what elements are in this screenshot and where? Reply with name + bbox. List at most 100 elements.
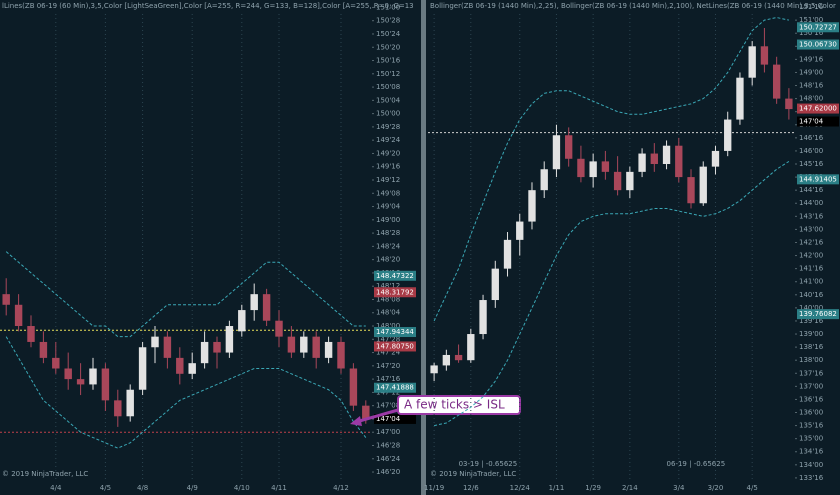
y-tick-label: 141'00 <box>799 278 823 286</box>
candle-body <box>188 363 196 374</box>
x-tick-label: 3/20 <box>708 484 724 492</box>
candle-body <box>516 221 524 240</box>
candle-body <box>126 389 134 417</box>
y-tick-label: 146'28 <box>376 441 400 449</box>
y-tick-label: 139'16 <box>799 317 824 325</box>
price-tag-label: 150.06730 <box>799 41 837 49</box>
y-tick-label: 136'00 <box>799 409 823 417</box>
price-tag <box>797 309 839 320</box>
x-tick-label: 11/19 <box>424 484 444 492</box>
y-tick-label: 138'16 <box>799 343 824 351</box>
y-tick-label: 151'16 <box>799 3 824 11</box>
candle-body <box>176 357 184 374</box>
candle-body <box>262 294 271 321</box>
bollinger-band <box>5 251 366 338</box>
candle-body <box>785 98 793 110</box>
x-tick-label: 2/14 <box>622 484 638 492</box>
candle-body <box>362 405 370 420</box>
y-tick-label: 149'24 <box>376 136 401 144</box>
candle-body <box>287 336 296 353</box>
candle-body <box>760 46 769 65</box>
y-tick-label: 150'20 <box>376 43 400 51</box>
y-tick-label: 146'00 <box>799 147 823 155</box>
candle-body <box>565 135 573 159</box>
candle-body <box>613 171 622 191</box>
y-tick-label: 149'12 <box>376 176 400 184</box>
price-tag <box>374 287 416 298</box>
y-tick-label: 136'16 <box>799 395 824 403</box>
price-tag-label: 139.76082 <box>799 310 837 318</box>
copyright: © 2019 NinjaTrader, LLC <box>2 470 88 478</box>
candle-body <box>491 268 499 301</box>
candle-body <box>736 77 744 120</box>
candle-body <box>601 161 610 172</box>
price-tag-label: 144.91405 <box>799 175 837 183</box>
candle-body <box>577 158 585 178</box>
price-tag <box>374 341 416 352</box>
candle-body <box>138 347 147 390</box>
x-tick-label: 12/6 <box>463 484 479 492</box>
price-tag <box>374 270 416 281</box>
annotation: A few ticks > ISL <box>404 398 505 412</box>
candle-body <box>200 341 209 364</box>
price-tag-label: 147.41888 <box>376 384 414 392</box>
price-tag-label: 147.62000 <box>799 105 837 113</box>
price-tag <box>797 39 839 50</box>
price-tag <box>797 174 839 185</box>
y-tick-label: 144'16 <box>799 186 824 194</box>
y-tick-label: 143'16 <box>799 212 824 220</box>
y-tick-label: 148'04 <box>376 309 401 317</box>
candle-body <box>687 177 695 204</box>
candle-body <box>638 153 646 172</box>
candle-body <box>2 294 10 305</box>
y-tick-label: 149'20 <box>376 149 400 157</box>
candle-body <box>151 336 159 348</box>
y-tick-label: 148'24 <box>376 242 401 250</box>
y-tick-label: 150'16 <box>799 29 824 37</box>
x-tick-label: 12/24 <box>510 484 531 492</box>
y-tick-label: 147'20 <box>376 362 400 370</box>
candle-body <box>552 135 561 170</box>
copyright: © 2019 NinjaTrader, LLC <box>430 470 516 478</box>
candle-body <box>503 239 512 269</box>
y-tick-label: 149'08 <box>376 189 400 197</box>
y-tick-label: 133'16 <box>799 474 824 482</box>
candle-body <box>349 368 358 406</box>
price-tag-label: 148.31792 <box>376 288 414 296</box>
x-tick-label: 1/11 <box>549 484 565 492</box>
y-tick-label: 148'28 <box>376 229 400 237</box>
candle-body <box>213 341 221 353</box>
bollinger-band <box>5 336 367 449</box>
candle-body <box>337 341 345 369</box>
y-tick-label: 143'00 <box>799 225 823 233</box>
y-tick-label: 142'00 <box>799 252 823 260</box>
price-tag <box>374 382 416 393</box>
y-tick-label: 139'00 <box>799 330 823 338</box>
y-tick-label: 147'28 <box>376 335 400 343</box>
y-tick-label: 147'16 <box>376 375 401 383</box>
candle-body <box>52 357 60 369</box>
candle-body <box>163 336 172 358</box>
candle-body <box>699 166 707 204</box>
bollinger-band <box>434 160 790 427</box>
x-tick-label: 4/11 <box>271 484 287 492</box>
y-tick-label: 149'28 <box>376 123 400 131</box>
candle-body <box>27 326 35 342</box>
price-tag <box>797 116 839 127</box>
chart-title: Bollinger(ZB 06-19 (1440 Min),2,25), Bol… <box>430 2 836 10</box>
x-tick-label: 4/9 <box>187 484 198 492</box>
candle-body <box>589 161 597 178</box>
y-tick-label: 151'00 <box>799 16 823 24</box>
y-tick-label: 151'00 <box>376 3 400 11</box>
price-tag-label: 147.94344 <box>376 328 414 336</box>
x-tick-label: 1/29 <box>585 484 601 492</box>
x-tick-label: 4/12 <box>333 484 349 492</box>
y-tick-label: 145'16 <box>799 160 824 168</box>
y-tick-label: 150'08 <box>376 83 400 91</box>
y-tick-label: 147'00 <box>376 428 400 436</box>
y-tick-label: 150'04 <box>376 96 401 104</box>
y-tick-label: 146'24 <box>376 455 401 463</box>
y-tick-label: 137'00 <box>799 382 823 390</box>
candle-body <box>14 304 23 327</box>
